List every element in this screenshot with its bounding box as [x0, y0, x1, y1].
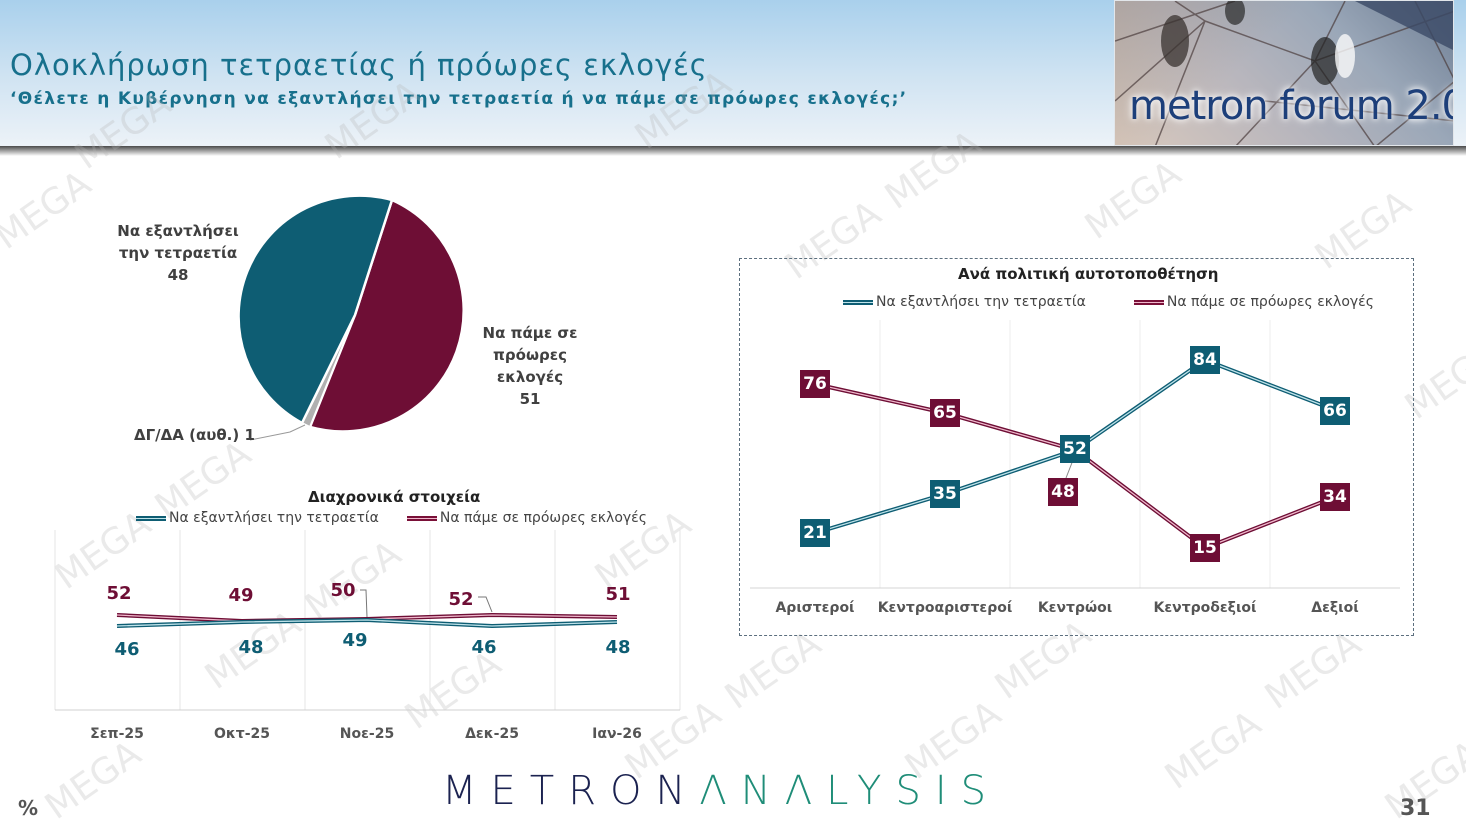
metron-forum-logo: metron forum 2.0: [1114, 0, 1454, 146]
legend-label: Να εξαντλήσει την τετραετία: [876, 294, 1086, 310]
ideology-value-maroon: 65: [930, 399, 960, 427]
ideology-value-teal: 84: [1190, 346, 1220, 374]
ideology-x-label: Κεντρώοι: [1037, 600, 1113, 616]
trend-value-maroon: 50: [330, 580, 356, 601]
ideology-value-maroon: 48: [1048, 478, 1078, 506]
ideology-value-teal: 66: [1320, 397, 1350, 425]
unit-label: %: [18, 796, 39, 820]
ideology-value-maroon: 76: [800, 370, 830, 398]
legend-label: Να πάμε σε πρόωρες εκλογές: [1166, 294, 1374, 310]
pie-label-line: εκλογές: [496, 368, 564, 386]
tiled-floor-image: [1115, 1, 1453, 145]
pie-slice-early-elections: [308, 198, 465, 433]
legend-swatch-maroon: [1133, 299, 1164, 305]
legend-item-exhaust: Να εξαντλήσει την τετραετία: [136, 510, 379, 526]
ideology-value-teal: 52: [1060, 435, 1090, 463]
trend-value-teal: 49: [342, 630, 368, 651]
pie-label-early: Να πάμε σε πρόωρες εκλογές 51: [470, 322, 590, 410]
ideology-x-label: Κεντροαριστεροί: [877, 600, 1013, 616]
ideology-value-teal: 35: [930, 480, 960, 508]
pie-label-line: πρόωρες: [493, 346, 567, 364]
ideology-value-maroon: 15: [1190, 534, 1220, 562]
trend-value-maroon: 52: [448, 589, 474, 610]
trend-value-maroon: 49: [228, 585, 254, 606]
ideology-chart-frame: [739, 258, 1414, 636]
ideology-legend: Να εξαντλήσει την τετραετία Να πάμε σε π…: [843, 294, 1374, 310]
ideology-x-label: Κεντροδεξιοί: [1153, 600, 1257, 616]
trend-value-maroon: 51: [605, 584, 631, 605]
ideology-value-maroon: 34: [1320, 483, 1350, 511]
pie-label-dk: ΔΓ/ΔΑ (αυθ.) 1: [134, 426, 255, 444]
pie-label-value: 51: [519, 390, 541, 408]
trend-value-teal: 46: [471, 637, 497, 658]
trend-x-label: Ιαν-26: [592, 726, 642, 742]
header-divider: [0, 146, 1466, 156]
pie-label-line: Να εξαντλήσει: [117, 222, 239, 240]
pie-label-exhaust: Να εξαντλήσει την τετραετία 48: [108, 220, 248, 286]
trend-chart-title: Διαχρονικά στοιχεία: [308, 488, 481, 506]
ideology-chart-title: Ανά πολιτική αυτοτοποθέτηση: [958, 265, 1219, 283]
ideology-x-label: Δεξιοί: [1311, 600, 1359, 616]
legend-item-early: Να πάμε σε πρόωρες εκλογές: [406, 510, 647, 526]
trend-value-teal: 46: [114, 639, 140, 660]
page-title: Ολοκλήρωση τετραετίας ή πρόωρες εκλογές: [10, 48, 708, 82]
metron-analysis-logo: METRONΛNΛLYSIS: [442, 768, 1000, 814]
logo-analysis: ΛNΛLYSIS: [699, 768, 1001, 814]
trend-x-label: Σεπ-25: [90, 726, 144, 742]
ideology-value-teal: 21: [800, 519, 830, 547]
pie-label-line: την τετραετία: [118, 244, 238, 262]
trend-x-label: Νοε-25: [339, 726, 395, 742]
legend-swatch-teal: [136, 515, 166, 521]
legend-item-exhaust: Να εξαντλήσει την τετραετία: [843, 294, 1086, 310]
question-subtitle: ‘Θέλετε η Κυβέρνηση να εξαντλήσει την τε…: [10, 89, 908, 109]
pie-slice-exhaust: [237, 194, 394, 425]
dk-leader-line: [249, 424, 306, 441]
legend-label: Να πάμε σε πρόωρες εκλογές: [439, 510, 647, 526]
trend-value-maroon: 52: [106, 583, 132, 604]
forum-logo-text: metron forum 2.0: [1129, 83, 1454, 129]
legend-swatch-maroon: [406, 515, 437, 521]
legend-label: Να εξαντλήσει την τετραετία: [169, 510, 379, 526]
logo-metron: METRON: [442, 768, 700, 814]
legend-swatch-teal: [843, 299, 873, 305]
pie-label-line: Να πάμε σε: [482, 324, 578, 342]
legend-item-early: Να πάμε σε πρόωρες εκλογές: [1133, 294, 1374, 310]
trend-value-teal: 48: [238, 637, 264, 658]
page-number: 31: [1400, 796, 1431, 820]
trend-legend: Να εξαντλήσει την τετραετία Να πάμε σε π…: [136, 510, 647, 526]
ideology-x-label: Αριστεροί: [775, 600, 855, 616]
pie-label-value: 48: [167, 266, 189, 284]
trend-x-label: Οκτ-25: [213, 726, 271, 742]
trend-value-teal: 48: [605, 637, 631, 658]
trend-x-label: Δεκ-25: [465, 726, 519, 742]
